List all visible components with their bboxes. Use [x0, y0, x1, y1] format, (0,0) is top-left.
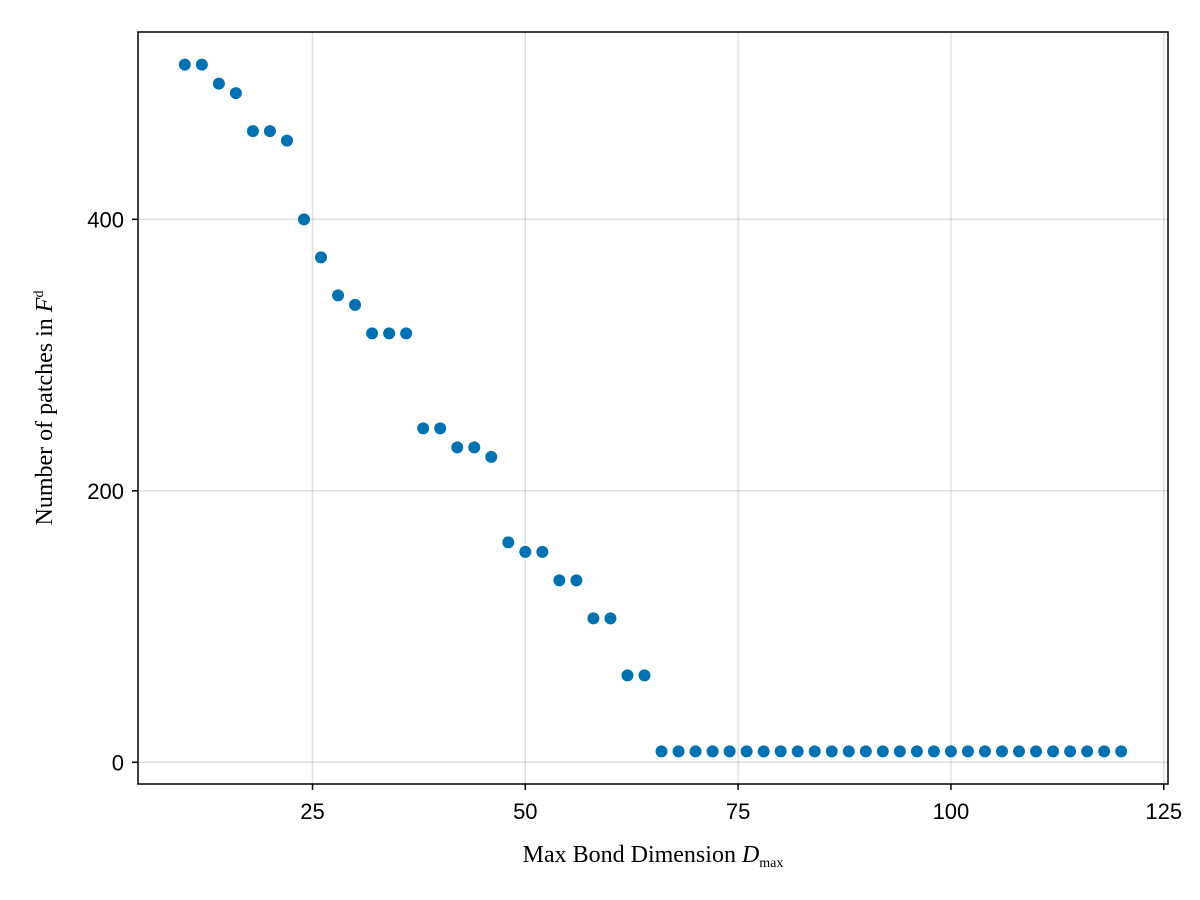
data-point — [468, 441, 481, 454]
data-point — [978, 745, 991, 758]
y-axis-title-symbol: F — [32, 297, 58, 313]
data-point — [859, 745, 872, 758]
data-point — [195, 58, 208, 71]
data-point — [944, 745, 957, 758]
x-axis-title-subscript: max — [759, 856, 783, 871]
data-point — [1013, 745, 1026, 758]
x-tick-label: 25 — [300, 799, 324, 824]
y-tick-label: 400 — [87, 207, 124, 232]
x-tick-label: 125 — [1145, 799, 1182, 824]
data-point — [519, 545, 532, 558]
x-axis-title: Max Bond Dimension Dmax — [523, 842, 784, 871]
data-point — [178, 58, 191, 71]
data-point — [723, 745, 736, 758]
data-point — [349, 298, 362, 311]
x-tick-label: 75 — [726, 799, 750, 824]
data-point — [280, 134, 293, 147]
data-point — [996, 745, 1009, 758]
data-point — [808, 745, 821, 758]
data-point — [876, 745, 889, 758]
data-point — [1098, 745, 1111, 758]
plot-frame — [137, 31, 1169, 785]
data-point — [366, 327, 379, 340]
data-point — [400, 327, 413, 340]
data-point — [893, 745, 906, 758]
y-axis-title-superscript: d — [32, 291, 47, 298]
data-point — [417, 422, 430, 435]
data-point — [246, 125, 259, 138]
data-point — [502, 536, 515, 549]
x-tick-label: 50 — [513, 799, 537, 824]
data-point — [757, 745, 770, 758]
data-point — [638, 669, 651, 682]
data-point — [604, 612, 617, 625]
y-axis-title: Number of patches in Fd — [32, 291, 58, 526]
x-axis-title-text: Max Bond Dimension — [523, 842, 742, 868]
data-point — [485, 450, 498, 463]
data-point — [740, 745, 753, 758]
y-tick-label: 200 — [87, 479, 124, 504]
grid-layer — [138, 32, 1168, 784]
data-point — [434, 422, 447, 435]
y-axis-title-text: Number of patches in — [32, 312, 58, 525]
data-point — [706, 745, 719, 758]
data-point — [553, 574, 566, 587]
data-point — [536, 545, 549, 558]
data-point — [229, 87, 242, 100]
data-point — [910, 745, 923, 758]
data-point — [842, 745, 855, 758]
data-point — [1030, 745, 1043, 758]
y-tick-label: 0 — [112, 750, 124, 775]
data-point — [655, 745, 668, 758]
data-point — [315, 251, 328, 264]
data-point — [587, 612, 600, 625]
data-point — [774, 745, 787, 758]
data-point — [791, 745, 804, 758]
data-point — [927, 745, 940, 758]
data-point — [825, 745, 838, 758]
data-point — [332, 289, 345, 302]
data-point — [451, 441, 464, 454]
data-point — [1115, 745, 1128, 758]
data-point — [263, 125, 276, 138]
data-point — [689, 745, 702, 758]
data-point — [297, 213, 310, 226]
data-point — [672, 745, 685, 758]
data-point — [1081, 745, 1094, 758]
points-layer — [178, 58, 1128, 758]
x-axis-title-symbol: D — [741, 842, 759, 868]
ticks-layer: 25 50 75 100 125 0 200 400 — [87, 207, 1182, 824]
data-point — [212, 77, 225, 90]
data-point — [621, 669, 634, 682]
data-point — [961, 745, 974, 758]
data-point — [570, 574, 583, 587]
data-point — [383, 327, 396, 340]
x-tick-label: 100 — [933, 799, 970, 824]
data-point — [1064, 745, 1077, 758]
data-point — [1047, 745, 1060, 758]
